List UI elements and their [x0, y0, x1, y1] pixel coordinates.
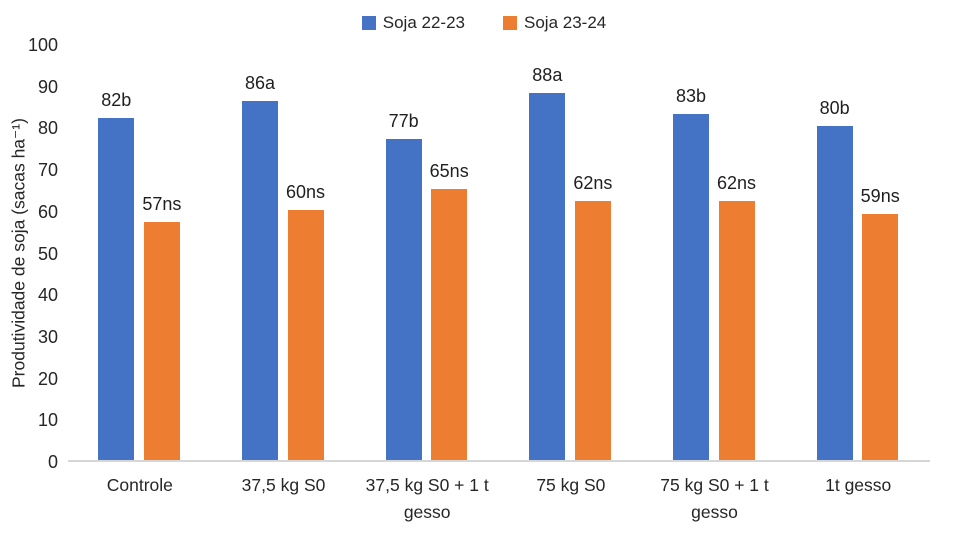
bar-value-label: 59ns: [860, 185, 900, 206]
bar-group: 86a 60ns: [212, 45, 356, 460]
y-tick-label: 90: [37, 76, 58, 97]
bar: [385, 138, 422, 460]
bar-value-label: 80b: [819, 98, 850, 119]
x-axis-category-label: 75 kg S0 + 1 t gesso: [660, 475, 769, 523]
bar-group: 82b 57ns: [68, 45, 212, 460]
legend-label: Soja 23-24: [524, 13, 607, 32]
bar: [862, 213, 899, 460]
bar-wrap: 83b: [673, 45, 709, 460]
bar-wrap: 82b: [98, 45, 135, 460]
y-axis-ticks: 0 10 20 30 40 50 60 70 80 90 100: [0, 35, 58, 472]
bar-value-label: 83b: [675, 85, 707, 106]
y-tick-label: 40: [37, 285, 58, 306]
bar: [98, 118, 135, 460]
bar-wrap: 57ns: [142, 45, 181, 460]
bar-value-label: 86a: [244, 73, 275, 94]
bar: [287, 209, 324, 460]
bar-wrap: 77b: [385, 45, 422, 460]
bar-wrap: 80b: [816, 45, 853, 460]
y-tick-label: 20: [37, 368, 58, 389]
legend: Soja 22-23 Soja 23-24: [0, 13, 968, 33]
bar-value-label: 77b: [388, 110, 419, 131]
bar-group: 80b 59ns: [786, 45, 930, 460]
bar-group: 83b 62ns: [643, 45, 787, 460]
y-tick-label: 0: [47, 452, 58, 472]
bar-wrap: 62ns: [717, 45, 756, 460]
bar: [143, 222, 180, 460]
bar: [574, 201, 611, 460]
bar-value-label: 60ns: [285, 181, 326, 202]
bar-wrap: 62ns: [573, 45, 612, 460]
bar: [718, 201, 755, 460]
bar: [529, 93, 566, 460]
y-tick-label: 10: [37, 410, 58, 431]
bar-value-label: 65ns: [429, 160, 469, 181]
x-axis-category-label: 37,5 kg S0: [241, 475, 326, 495]
bar-wrap: 86a: [241, 45, 278, 460]
y-tick-label: 100: [27, 35, 58, 55]
x-axis-category-label: 75 kg S0: [536, 475, 606, 495]
bar-value-label: 82b: [101, 90, 132, 111]
x-axis-labels: Controle 37,5 kg S0 37,5 kg S0 + 1 t gesso…: [68, 472, 930, 526]
bar-group: 88a 62ns: [499, 45, 643, 460]
bar-value-label: 88a: [532, 65, 563, 86]
bar: [673, 113, 709, 460]
y-tick-label: 60: [37, 201, 58, 222]
legend-item: Soja 22-23: [361, 13, 465, 33]
y-tick-label: 80: [37, 118, 58, 139]
bar-wrap: 60ns: [286, 45, 325, 460]
bar-wrap: 88a: [529, 45, 566, 460]
legend-item: Soja 23-24: [503, 13, 606, 33]
legend-swatch-icon: [503, 16, 517, 30]
bar-group: 77b 65ns: [355, 45, 499, 460]
y-tick-label: 70: [37, 160, 58, 181]
bar: [816, 126, 853, 460]
bar: [431, 188, 468, 460]
x-axis-category-label: Controle: [106, 475, 173, 495]
bar-value-label: 57ns: [142, 194, 182, 215]
legend-swatch-icon: [361, 16, 376, 30]
plot-area: 82b 57ns 86a 60ns 77b 65ns 88a 62ns 83b 62ns 80b 59…: [68, 45, 930, 462]
x-axis-category-label: 1t gesso: [825, 475, 892, 495]
bar-value-label: 62ns: [717, 173, 757, 194]
bar-value-label: 62ns: [573, 173, 613, 194]
bar: [241, 101, 278, 460]
y-tick-label: 30: [37, 326, 58, 347]
x-axis-category-label: 37,5 kg S0 + 1 t gesso: [365, 475, 489, 523]
y-tick-label: 50: [37, 243, 58, 264]
bar-wrap: 59ns: [861, 45, 900, 460]
bar-wrap: 65ns: [430, 45, 469, 460]
legend-label: Soja 22-23: [382, 13, 465, 32]
